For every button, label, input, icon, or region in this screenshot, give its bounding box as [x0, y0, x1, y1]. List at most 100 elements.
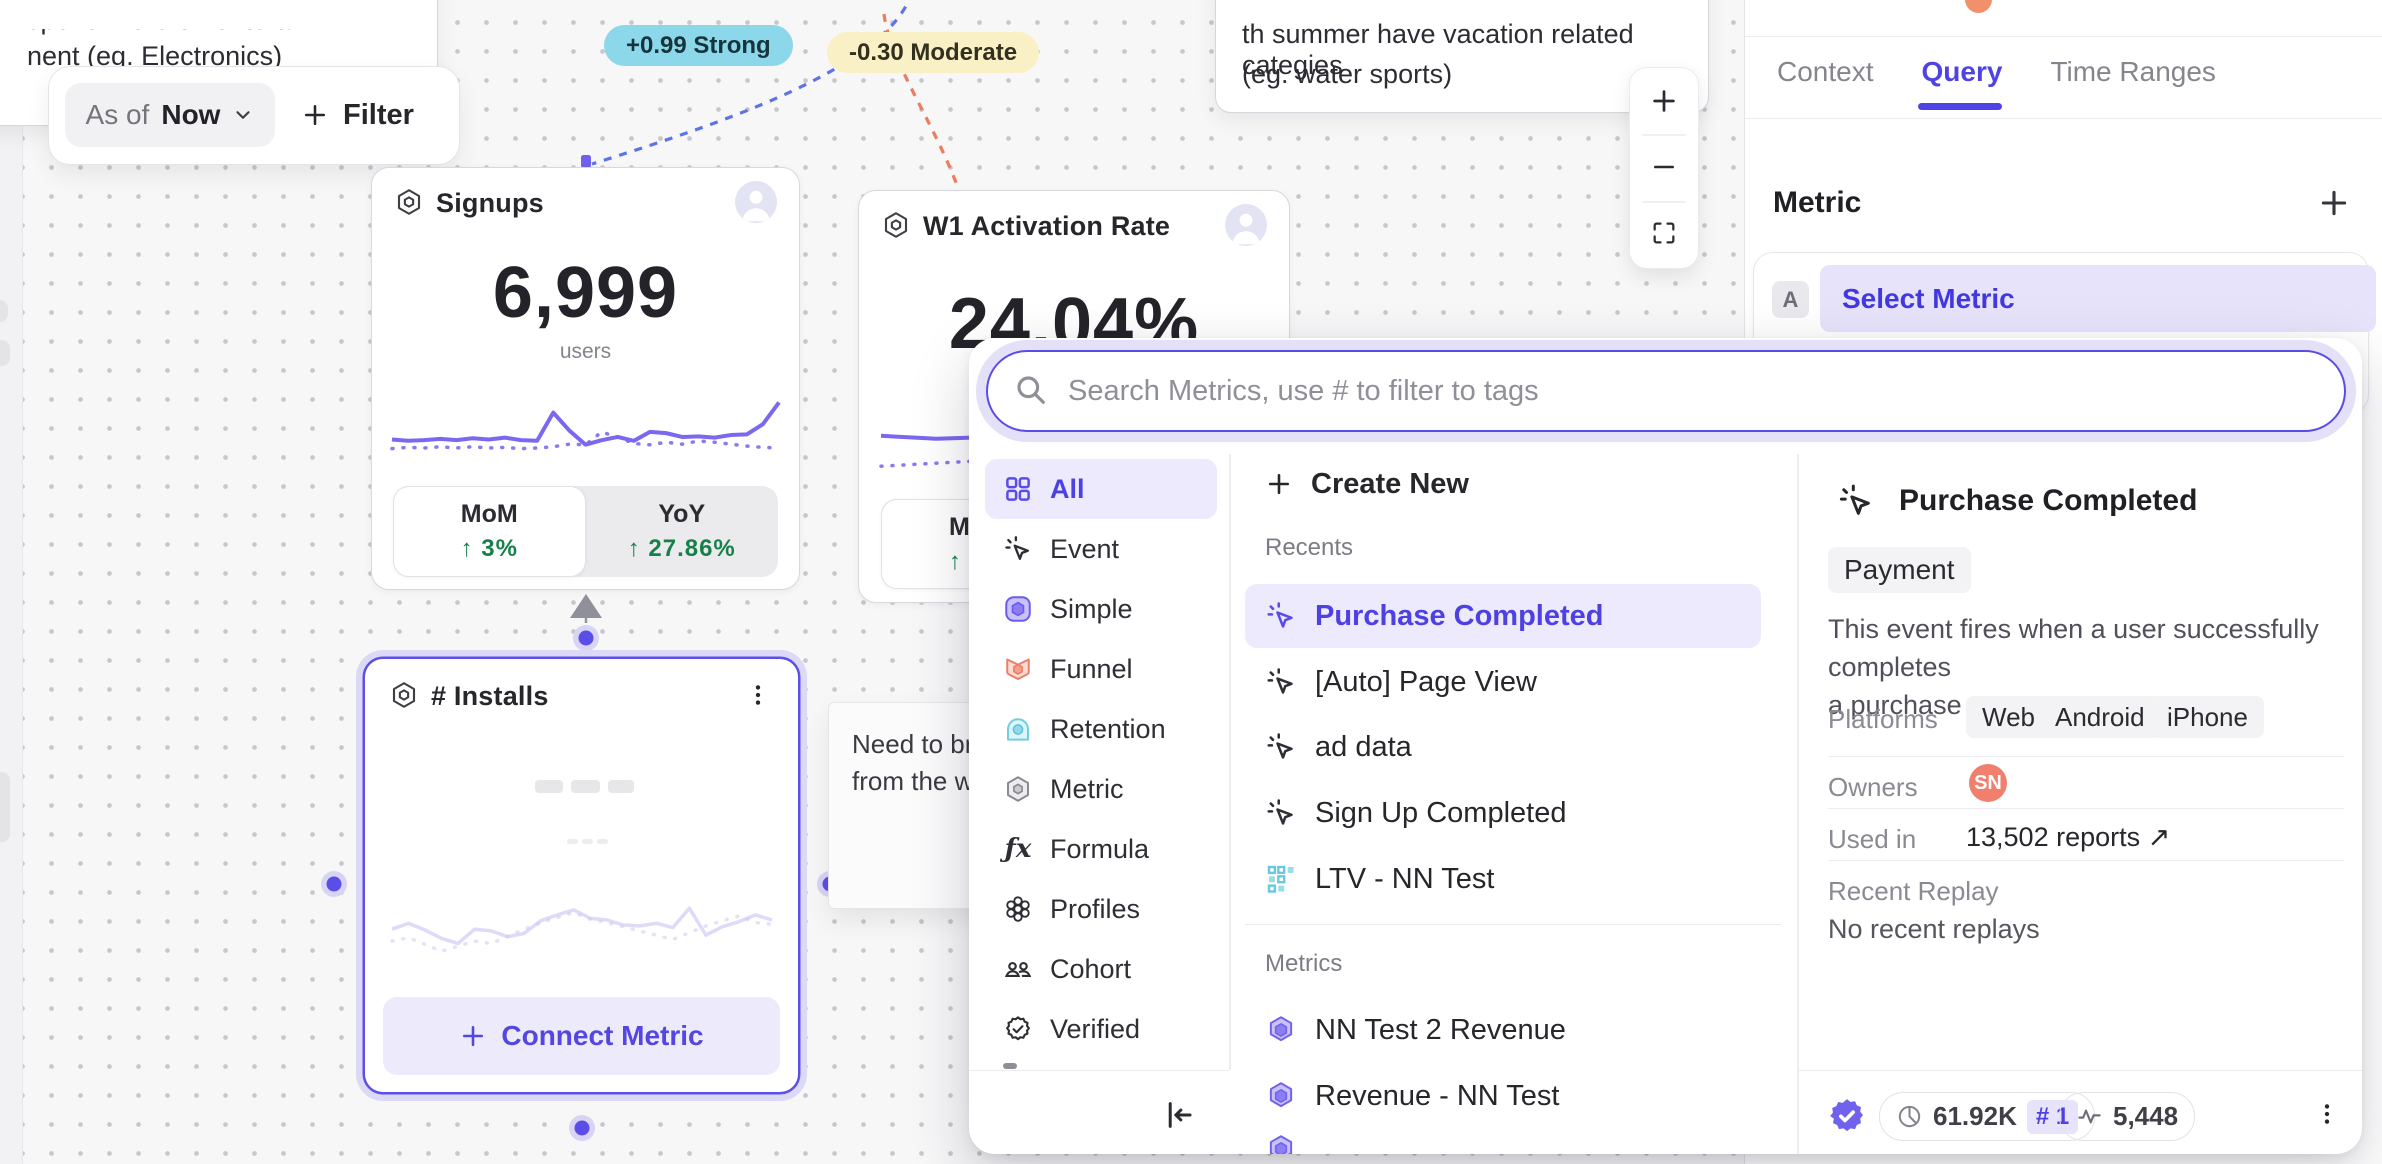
category-verified[interactable]: Verified	[985, 999, 1217, 1059]
used-in-reports-link[interactable]: 13,502 reports ↗	[1966, 822, 2171, 852]
recent-item-purchase-completed[interactable]: Purchase Completed	[1245, 584, 1761, 648]
placeholder-dash-small	[597, 839, 608, 844]
tab-time-ranges[interactable]: Time Ranges	[2050, 56, 2216, 87]
divider	[1797, 1070, 2362, 1071]
cohort-people-icon	[1003, 954, 1033, 984]
metric-picker-modal: All Event Simple Funnel Retention Metric…	[969, 338, 2362, 1154]
recent-item-label: ad data	[1315, 730, 1412, 763]
recent-item-sign-up-completed[interactable]: Sign Up Completed	[1245, 781, 1761, 845]
placeholder-dash	[571, 780, 600, 793]
event-cursor-icon	[1265, 666, 1297, 698]
simple-metric-icon	[1003, 594, 1033, 624]
fit-view-button[interactable]	[1630, 200, 1698, 266]
recent-item-ltv-nn-test[interactable]: LTV - NN Test	[1245, 847, 1761, 911]
verified-badge-icon	[1003, 1014, 1033, 1044]
as-of-label: As of	[85, 99, 150, 130]
activity-stat-pill[interactable]: 5,448	[2059, 1092, 2196, 1141]
category-label: Funnel	[1050, 653, 1133, 684]
detail-description: This event fires when a user successfull…	[1828, 614, 2319, 720]
pulse-icon	[2076, 1103, 2103, 1130]
tab-context[interactable]: Context	[1777, 56, 1874, 87]
metric-hexagon-icon	[1003, 774, 1033, 804]
category-formula[interactable]: ƒx Formula	[985, 819, 1217, 879]
profiles-flower-icon	[1003, 894, 1033, 924]
owner-avatar[interactable]	[1225, 204, 1267, 246]
metric-item-revenue-nn-test[interactable]: Revenue - NN Test	[1245, 1064, 1761, 1128]
left-rail	[0, 0, 23, 1164]
as-of-value: Now	[161, 99, 221, 130]
category-retention[interactable]: Retention	[985, 699, 1217, 759]
note-line: from the wa	[852, 766, 988, 796]
category-all[interactable]: All	[985, 459, 1217, 519]
metric-hexagon-icon	[1265, 1134, 1297, 1154]
metric-card-installs[interactable]: # Installs Connect Metric	[365, 659, 798, 1092]
delta-yoy-button[interactable]: YoY ↑ 27.86%	[586, 486, 779, 577]
detail-menu-button[interactable]	[2309, 1096, 2345, 1132]
metric-section-heading: Metric	[1773, 186, 1862, 219]
pie-chart-icon	[1896, 1103, 1923, 1130]
collapse-left-icon	[1161, 1098, 1195, 1132]
platform-chip-web: Web	[1966, 696, 2051, 738]
search-metrics-input[interactable]	[986, 350, 2346, 432]
connect-metric-button[interactable]: Connect Metric	[383, 997, 780, 1075]
detail-tag-payment[interactable]: Payment	[1828, 547, 1971, 593]
category-funnel[interactable]: Funnel	[985, 639, 1217, 699]
category-profiles[interactable]: Profiles	[985, 879, 1217, 939]
owner-avatar-sn[interactable]: SN	[1969, 764, 2007, 802]
plus-icon	[301, 101, 329, 129]
divider	[969, 1070, 1229, 1071]
category-label: Cohort	[1050, 953, 1132, 984]
card-title: # Installs	[431, 681, 549, 711]
correlation-badge-moderate[interactable]: -0.30 Moderate	[827, 32, 1040, 73]
note-clip-mask	[0, 0, 434, 29]
recent-item-ad-data[interactable]: ad data	[1245, 715, 1761, 779]
zoom-out-button[interactable]	[1630, 134, 1698, 200]
sparkline	[392, 396, 779, 460]
metric-item-nn-test-2-revenue[interactable]: NN Test 2 Revenue	[1245, 998, 1761, 1062]
category-simple[interactable]: Simple	[985, 579, 1217, 639]
person-icon	[1225, 204, 1267, 246]
placeholder-dash	[535, 780, 563, 793]
create-new-button[interactable]: Create New	[1245, 458, 1469, 510]
category-event[interactable]: Event	[985, 519, 1217, 579]
add-filter-button[interactable]: Filter	[301, 83, 414, 147]
plus-icon	[2317, 186, 2351, 220]
activity-value: 5,448	[2113, 1101, 2179, 1131]
tab-query[interactable]: Query	[1921, 56, 2003, 87]
collapse-sidebar-button[interactable]	[1161, 1098, 1197, 1134]
metric-hexagon-icon	[1265, 1014, 1297, 1046]
category-cohort[interactable]: Cohort	[985, 939, 1217, 999]
sparkline-ghost-comparison	[392, 889, 772, 973]
card-menu-button[interactable]	[740, 677, 776, 713]
metric-hexagon-icon	[1265, 1080, 1297, 1112]
recent-item-label: [Auto] Page View	[1315, 665, 1537, 698]
plus-icon	[459, 1022, 487, 1050]
delta-mom-button[interactable]: MoM ↑ 3%	[393, 486, 586, 577]
category-metric[interactable]: Metric	[985, 759, 1217, 819]
zoom-in-button[interactable]	[1630, 68, 1698, 134]
metric-item-clipped	[1245, 1134, 1761, 1154]
panel-tabs: Context Query Time Ranges	[1777, 56, 2216, 88]
add-metric-button[interactable]	[2317, 186, 2353, 222]
card-title: Signups	[436, 188, 544, 218]
minus-icon	[1650, 153, 1678, 181]
left-rail-fragment	[0, 772, 10, 842]
recent-item-label: Sign Up Completed	[1315, 796, 1567, 829]
recent-item-auto-page-view[interactable]: [Auto] Page View	[1245, 650, 1761, 714]
sticky-note-summer[interactable]: th summer have vacation related categies…	[1215, 0, 1709, 113]
as-of-dropdown[interactable]: As of Now	[65, 83, 275, 147]
select-metric-row[interactable]: Select Metric	[1820, 265, 2376, 332]
correlation-badge-strong[interactable]: +0.99 Strong	[604, 25, 793, 66]
placeholder-dash-small	[582, 839, 593, 844]
verified-check-badge-icon[interactable]	[1827, 1096, 1867, 1136]
owner-avatar[interactable]	[735, 181, 777, 223]
correlation-badge-text: +0.99 Strong	[626, 31, 771, 59]
category-list: All Event Simple Funnel Retention Metric…	[985, 459, 1217, 1069]
fullscreen-icon	[1650, 219, 1678, 247]
notification-dot	[1965, 0, 1992, 13]
detail-title: Purchase Completed	[1899, 484, 2198, 517]
metric-card-signups[interactable]: Signups 6,999 users MoM ↑ 3% YoY ↑ 27.86…	[371, 167, 800, 590]
kebab-menu-icon	[745, 682, 771, 708]
platforms-label: Platforms	[1828, 704, 1938, 734]
